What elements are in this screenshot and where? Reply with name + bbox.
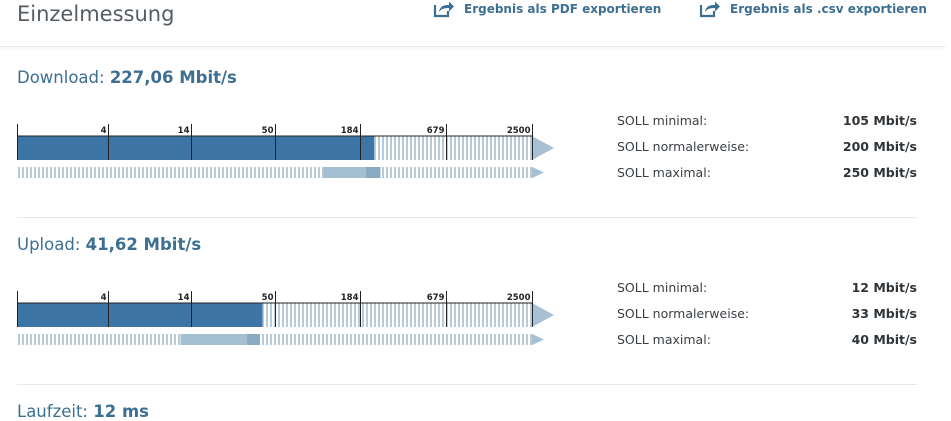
download-title: Download: 227,06 Mbit/s xyxy=(17,68,237,87)
scale-tick-label: 14 xyxy=(178,126,190,136)
soll-row: SOLL minimal: 12 Mbit/s xyxy=(617,280,917,300)
measured-speed-bar xyxy=(17,136,375,160)
soll-range-low xyxy=(180,334,248,345)
page-header: Einzelmessung Ergebnis als PDF exportier… xyxy=(0,0,945,47)
scale-tick-label: 184 xyxy=(341,126,359,136)
upload-title: Upload: 41,62 Mbit/s xyxy=(17,235,201,254)
soll-range-high xyxy=(247,334,260,345)
upload-label: Upload: xyxy=(17,235,81,254)
soll-label: SOLL minimal: xyxy=(617,113,708,128)
scale-tick-label: 2500 xyxy=(507,293,531,303)
scale-tick-label: 50 xyxy=(262,126,274,136)
upload-speed-gauge: 4 14 50 184 679 2500 xyxy=(17,291,554,345)
soll-label: SOLL normalerweise: xyxy=(617,306,750,321)
soll-label: SOLL maximal: xyxy=(617,165,711,180)
export-pdf-button[interactable]: Ergebnis als PDF exportieren xyxy=(433,0,661,18)
upload-section: Upload: 41,62 Mbit/s 4 14 50 184 679 2500 SOL… xyxy=(0,235,951,385)
scale-tick-label: 4 xyxy=(101,126,107,136)
export-pdf-label: Ergebnis als PDF exportieren xyxy=(464,2,662,16)
soll-range-low xyxy=(323,167,366,178)
laufzeit-section: Laufzeit: 12 ms xyxy=(0,402,951,421)
soll-value: 40 Mbit/s xyxy=(851,332,917,347)
soll-value: 105 Mbit/s xyxy=(842,113,917,128)
scale-tick-label: 679 xyxy=(427,126,445,136)
soll-label: SOLL maximal: xyxy=(617,332,711,347)
laufzeit-title: Laufzeit: 12 ms xyxy=(17,402,149,421)
download-speed-gauge: 4 14 50 184 679 2500 xyxy=(17,124,554,178)
soll-value: 200 Mbit/s xyxy=(842,139,917,154)
download-section: Download: 227,06 Mbit/s 4 14 50 184 679 2500 … xyxy=(0,68,951,218)
scale-tick-label: 4 xyxy=(101,293,107,303)
soll-value: 12 Mbit/s xyxy=(851,280,917,295)
soll-value: 250 Mbit/s xyxy=(842,165,917,180)
soll-row: SOLL normalerweise: 200 Mbit/s xyxy=(617,139,917,159)
export-icon xyxy=(433,1,454,18)
export-csv-button[interactable]: Ergebnis als .csv exportieren xyxy=(699,0,927,18)
section-divider xyxy=(17,217,917,218)
scale-tick-label: 50 xyxy=(262,293,274,303)
download-label: Download: xyxy=(17,68,105,87)
scale-tick-label: 679 xyxy=(427,293,445,303)
gauge-arrow-small xyxy=(532,167,544,178)
soll-row: SOLL maximal: 250 Mbit/s xyxy=(617,165,917,185)
scale-tick-label: 14 xyxy=(178,293,190,303)
soll-value: 33 Mbit/s xyxy=(851,306,917,321)
export-icon xyxy=(699,1,720,18)
gauge-arrow-small xyxy=(532,334,544,345)
soll-range-high xyxy=(365,167,381,178)
soll-row: SOLL normalerweise: 33 Mbit/s xyxy=(617,306,917,326)
laufzeit-value: 12 ms xyxy=(93,402,149,421)
section-divider xyxy=(17,384,917,385)
soll-row: SOLL minimal: 105 Mbit/s xyxy=(617,113,917,133)
download-value: 227,06 Mbit/s xyxy=(109,68,237,87)
upload-value: 41,62 Mbit/s xyxy=(85,235,202,254)
gauge-arrow xyxy=(532,303,554,327)
export-csv-label: Ergebnis als .csv exportieren xyxy=(730,2,927,16)
scale-tick-label: 2500 xyxy=(507,126,531,136)
gauge-arrow xyxy=(532,136,554,160)
laufzeit-label: Laufzeit: xyxy=(17,402,88,421)
soll-row: SOLL maximal: 40 Mbit/s xyxy=(617,332,917,352)
page-title: Einzelmessung xyxy=(17,2,175,26)
soll-label: SOLL normalerweise: xyxy=(617,139,750,154)
soll-label: SOLL minimal: xyxy=(617,280,708,295)
measured-speed-bar xyxy=(17,303,263,327)
scale-tick-label: 184 xyxy=(341,293,359,303)
